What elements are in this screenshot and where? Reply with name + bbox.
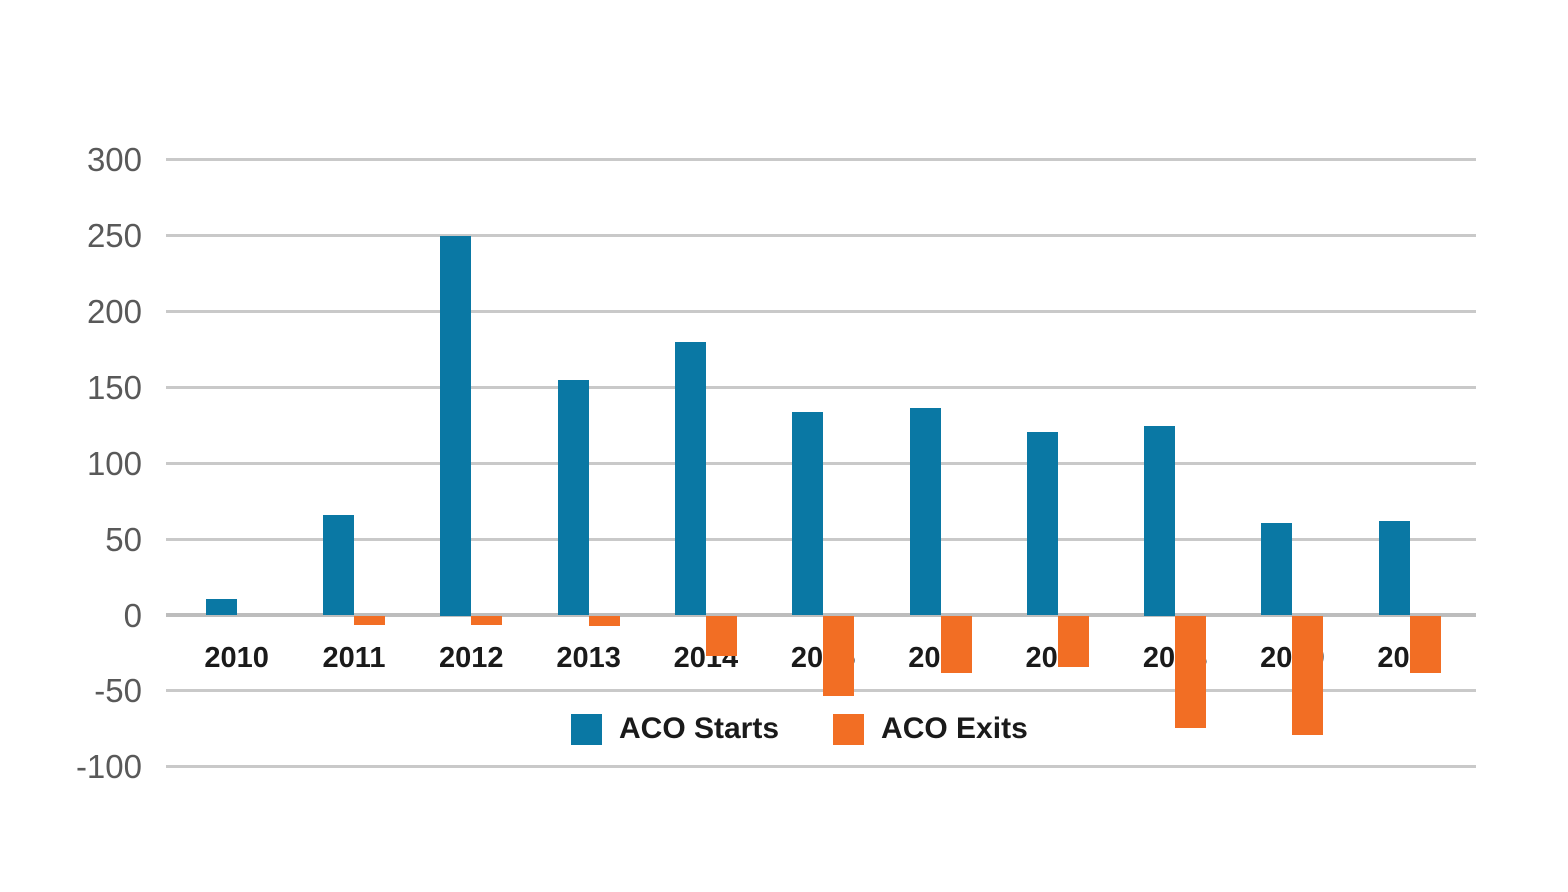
bar-starts-2015 <box>792 412 824 616</box>
bar-starts-2014 <box>674 342 706 616</box>
y-tick-label-300: 300 <box>86 141 142 179</box>
bar-exits-2013 <box>588 615 620 627</box>
y-tick-label--100: -100 <box>75 748 142 786</box>
gridline--50 <box>166 689 1476 693</box>
bar-exits-2014 <box>705 615 737 657</box>
bar-starts-2020 <box>1378 521 1410 616</box>
y-tick-label-250: 250 <box>86 217 142 255</box>
y-tick-label-0: 0 <box>123 596 142 634</box>
bar-exits-2017 <box>1057 615 1089 668</box>
bar-exits-2018 <box>1175 615 1207 728</box>
bar-exits-2016 <box>940 615 972 674</box>
aco-exits-swatch-icon <box>833 713 865 745</box>
gridline-300 <box>166 158 1476 162</box>
legend-item-aco-starts: ACO Starts <box>571 712 779 746</box>
x-tick-label-2011: 2011 <box>322 642 386 674</box>
bar-starts-2012 <box>440 236 472 616</box>
legend-item-aco-exits: ACO Exits <box>833 712 1028 746</box>
aco-starts-swatch-icon <box>571 713 602 745</box>
x-tick-label-2013: 2013 <box>556 642 621 674</box>
bar-starts-2017 <box>1026 431 1058 616</box>
bar-exits-2019 <box>1292 615 1324 736</box>
bar-exits-2020 <box>1409 615 1441 674</box>
bar-starts-2019 <box>1261 522 1293 616</box>
bar-exits-2015 <box>823 615 855 696</box>
y-tick-label-150: 150 <box>86 368 142 406</box>
bar-starts-2011 <box>323 515 354 616</box>
bar-starts-2010 <box>205 598 237 616</box>
gridline-150 <box>166 385 1476 389</box>
gridline-200 <box>166 310 1476 314</box>
legend-label-aco-exits: ACO Exits <box>881 712 1028 745</box>
bar-starts-2013 <box>557 380 589 616</box>
bar-exits-2012 <box>471 615 503 625</box>
x-tick-label-2012: 2012 <box>439 642 504 674</box>
legend-label-aco-starts: ACO Starts <box>619 712 780 745</box>
bar-exits-2011 <box>354 615 385 625</box>
gridline-250 <box>166 234 1476 238</box>
x-tick-label-2010: 2010 <box>204 642 269 674</box>
bar-starts-2016 <box>909 407 941 616</box>
gridline--100 <box>166 765 1476 769</box>
y-tick-label--50: -50 <box>94 672 142 710</box>
y-tick-label-100: 100 <box>86 444 142 482</box>
y-tick-label-200: 200 <box>86 293 142 331</box>
chart-legend: ACO Starts ACO Exits <box>571 712 1028 746</box>
bar-starts-2018 <box>1144 425 1176 616</box>
y-tick-label-50: 50 <box>105 520 142 558</box>
